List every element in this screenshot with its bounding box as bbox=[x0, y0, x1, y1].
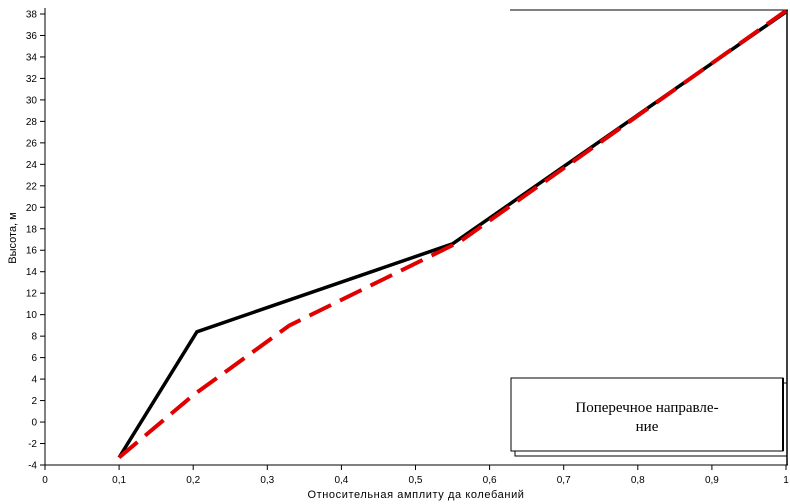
y-tick-label: 0 bbox=[31, 418, 37, 429]
series-line-dashed bbox=[117, 9, 788, 460]
y-tick-label: -2 bbox=[28, 439, 37, 450]
y-tick-label: 12 bbox=[26, 289, 38, 300]
y-tick-label: 8 bbox=[31, 332, 37, 343]
y-tick-label: 16 bbox=[26, 246, 38, 257]
y-tick-label: 2 bbox=[31, 396, 37, 407]
x-tick-label: 0,9 bbox=[705, 475, 719, 486]
y-tick-label: 18 bbox=[26, 224, 38, 235]
y-tick-label: 28 bbox=[26, 117, 38, 128]
y-tick-label: 36 bbox=[26, 31, 38, 42]
y-tick-label: 32 bbox=[26, 74, 38, 85]
y-tick-label: 30 bbox=[26, 95, 38, 106]
legend-box bbox=[510, 377, 784, 452]
legend: Поперечное направле- ние bbox=[510, 377, 788, 457]
y-tick-label: 6 bbox=[31, 353, 37, 364]
y-tick-label: 14 bbox=[26, 267, 38, 278]
y-tick-label: 4 bbox=[31, 375, 37, 386]
legend-text-line2: ние bbox=[636, 419, 659, 435]
y-tick-label: 20 bbox=[26, 203, 38, 214]
y-tick-label: 10 bbox=[26, 310, 38, 321]
y-tick-label: 24 bbox=[26, 160, 38, 171]
y-tick-label: 26 bbox=[26, 138, 38, 149]
x-tick-label: 0,6 bbox=[483, 475, 497, 486]
x-ticks: 0 0,1 0,2 0,3 0,4 0,5 0,6 0,7 0,8 0,9 1 bbox=[42, 465, 789, 486]
x-tick-label: 0,1 bbox=[112, 475, 126, 486]
x-tick-label: 0,4 bbox=[334, 475, 348, 486]
x-tick-label: 0,7 bbox=[557, 475, 571, 486]
x-axis-label: Относительная амплиту да колебаний bbox=[307, 489, 524, 501]
y-tick-label: 34 bbox=[26, 52, 38, 63]
x-tick-label: 0,2 bbox=[186, 475, 200, 486]
y-axis-label: Высота, м bbox=[7, 212, 19, 263]
x-tick-label: 0 bbox=[42, 475, 48, 486]
x-tick-label: 1 bbox=[783, 475, 789, 486]
series-layer bbox=[117, 9, 788, 460]
y-tick-label: 38 bbox=[26, 10, 38, 21]
x-tick-label: 0,5 bbox=[409, 475, 423, 486]
y-tick-label: -4 bbox=[28, 461, 37, 472]
x-tick-label: 0,3 bbox=[260, 475, 274, 486]
y-tick-label: 22 bbox=[26, 181, 38, 192]
x-tick-label: 0,8 bbox=[631, 475, 645, 486]
legend-text-line1: Поперечное направле- bbox=[575, 400, 718, 416]
